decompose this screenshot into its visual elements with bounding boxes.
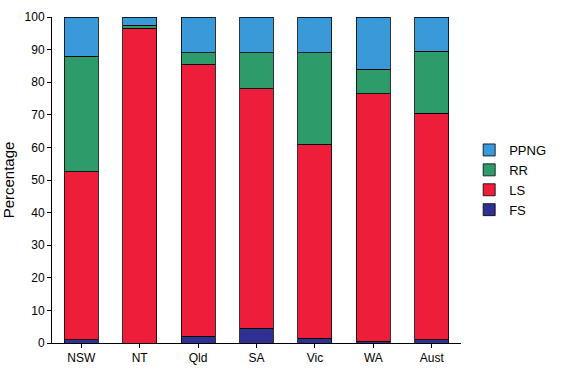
svg-text:RR: RR [509, 163, 528, 178]
svg-text:0: 0 [38, 336, 45, 350]
svg-text:20: 20 [31, 271, 45, 285]
svg-text:Vic: Vic [307, 351, 323, 365]
svg-text:60: 60 [31, 141, 45, 155]
svg-text:FS: FS [509, 203, 526, 218]
svg-text:Qld: Qld [189, 351, 208, 365]
svg-text:80: 80 [31, 75, 45, 89]
svg-text:10: 10 [31, 304, 45, 318]
svg-text:SA: SA [248, 351, 264, 365]
svg-text:90: 90 [31, 43, 45, 57]
svg-text:LS: LS [509, 183, 525, 198]
svg-text:30: 30 [31, 238, 45, 252]
svg-text:PPNG: PPNG [509, 143, 546, 158]
svg-text:100: 100 [25, 10, 45, 24]
svg-text:70: 70 [31, 108, 45, 122]
svg-text:WA: WA [364, 351, 383, 365]
svg-text:50: 50 [31, 173, 45, 187]
svg-text:NSW: NSW [67, 351, 96, 365]
svg-text:Percentage: Percentage [0, 142, 17, 219]
svg-text:Aust: Aust [420, 351, 445, 365]
svg-text:NT: NT [132, 351, 149, 365]
svg-text:40: 40 [31, 206, 45, 220]
